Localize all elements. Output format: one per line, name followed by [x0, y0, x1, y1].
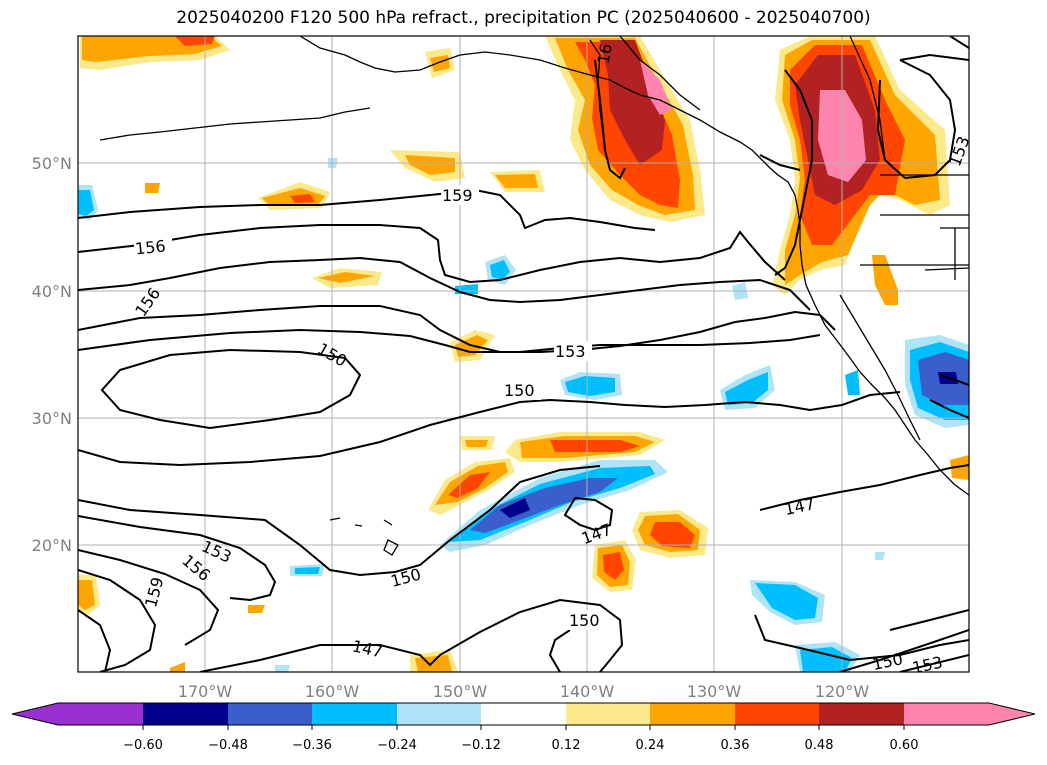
map-title: 2025040200 F120 500 hPa refract., precip… — [176, 8, 871, 28]
lon-label-120w: 120°W — [815, 682, 870, 701]
lat-label-30n: 30°N — [32, 409, 72, 428]
colorbar-segment — [143, 703, 228, 725]
colorbar-tick: 0.12 — [552, 738, 581, 753]
refractivity-contours — [78, 36, 969, 672]
colorbar-tick: −0.60 — [123, 738, 163, 753]
colorbar-extend-high — [989, 703, 1035, 725]
lon-label-170w: 170°W — [178, 682, 233, 701]
colorbar-segment — [904, 703, 989, 725]
colorbar-tick: −0.24 — [377, 738, 417, 753]
lon-label-140w: 140°W — [560, 682, 615, 701]
colorbar-tick: −0.36 — [292, 738, 332, 753]
colorbar-tick: −0.48 — [208, 738, 248, 753]
precip-positive-fields — [78, 36, 969, 672]
colorbar-tick: 0.36 — [721, 738, 750, 753]
contour-label: 156 — [134, 236, 166, 258]
colorbar-segment — [650, 703, 735, 725]
colorbar-segment — [566, 703, 650, 725]
coastlines — [99, 36, 969, 556]
colorbar-segment — [312, 703, 397, 725]
latitude-labels: 50°N 40°N 30°N 20°N — [32, 154, 72, 555]
colorbar: −0.60 −0.48 −0.36 −0.24 −0.12 0.12 0.24 … — [11, 702, 1036, 753]
contour-label: 150 — [504, 381, 535, 400]
contour-label: 16 — [594, 42, 616, 65]
colorbar-segment — [735, 703, 819, 725]
colorbar-segment — [228, 703, 312, 725]
contour-labels: 159 156 156 150 153 150 147 150 153 156 … — [131, 42, 969, 678]
map-frame — [77, 35, 970, 673]
contour-label: 153 — [911, 653, 945, 678]
contour-label: 150 — [871, 649, 905, 674]
colorbar-extend-low — [12, 703, 58, 725]
lat-label-20n: 20°N — [32, 536, 72, 555]
lon-label-150w: 150°W — [433, 682, 488, 701]
colorbar-tick: 0.24 — [636, 738, 665, 753]
colorbar-tick: −0.12 — [461, 738, 501, 753]
longitude-labels: 170°W 160°W 150°W 140°W 130°W 120°W — [178, 682, 870, 701]
map-area: 159 156 156 150 153 150 147 150 153 156 … — [78, 36, 969, 678]
contour-label: 150 — [569, 611, 600, 630]
precip-negative-fields — [78, 158, 969, 672]
colorbar-segment — [481, 703, 566, 725]
colorbar-tick: 0.48 — [805, 738, 834, 753]
lon-label-160w: 160°W — [305, 682, 360, 701]
colorbar-tick: 0.60 — [890, 738, 919, 753]
colorbar-segment — [819, 703, 904, 725]
lon-label-130w: 130°W — [687, 682, 742, 701]
contour-label: 159 — [442, 186, 473, 205]
colorbar-segment — [58, 703, 143, 725]
lat-label-40n: 40°N — [32, 282, 72, 301]
lat-label-50n: 50°N — [32, 154, 72, 173]
contour-label: 153 — [555, 342, 586, 361]
colorbar-segment — [397, 703, 481, 725]
